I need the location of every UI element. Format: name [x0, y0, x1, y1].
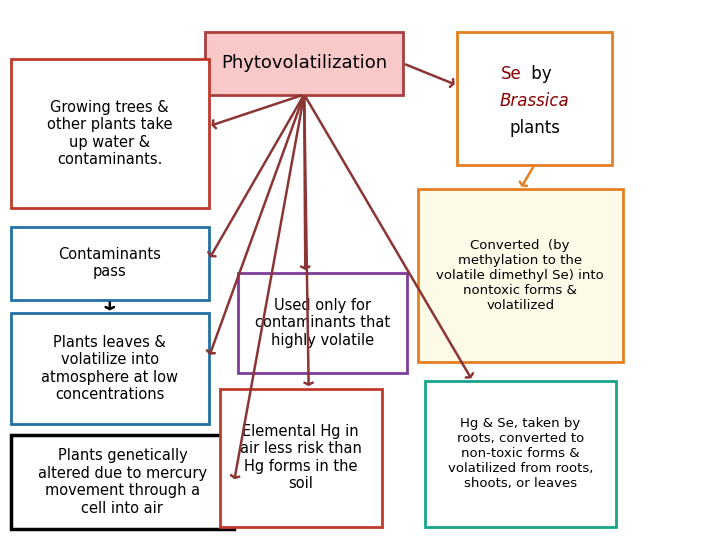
- Text: Plants leaves &
volatilize into
atmosphere at low
concentrations: Plants leaves & volatilize into atmosphe…: [41, 335, 179, 402]
- Text: by: by: [526, 65, 552, 83]
- FancyBboxPatch shape: [457, 32, 612, 165]
- FancyBboxPatch shape: [11, 227, 209, 300]
- FancyBboxPatch shape: [205, 32, 403, 94]
- Text: Phytovolatilization: Phytovolatilization: [221, 55, 387, 72]
- FancyBboxPatch shape: [425, 381, 616, 526]
- FancyBboxPatch shape: [11, 59, 209, 208]
- FancyBboxPatch shape: [220, 389, 382, 526]
- Text: Contaminants
pass: Contaminants pass: [58, 247, 161, 280]
- FancyBboxPatch shape: [238, 273, 407, 373]
- Text: Plants genetically
altered due to mercury
movement through a
cell into air: Plants genetically altered due to mercur…: [38, 448, 207, 516]
- FancyBboxPatch shape: [418, 189, 623, 362]
- Text: Used only for
contaminants that
highly volatile: Used only for contaminants that highly v…: [255, 298, 390, 348]
- FancyBboxPatch shape: [11, 435, 234, 529]
- Text: Brassica: Brassica: [500, 92, 570, 110]
- Text: Growing trees &
other plants take
up water &
contaminants.: Growing trees & other plants take up wat…: [47, 100, 173, 167]
- FancyBboxPatch shape: [11, 313, 209, 424]
- Text: Converted  (by
methylation to the
volatile dimethyl Se) into
nontoxic forms &
vo: Converted (by methylation to the volatil…: [436, 239, 604, 312]
- Text: Se: Se: [501, 65, 521, 83]
- Text: Hg & Se, taken by
roots, converted to
non-toxic forms &
volatilized from roots,
: Hg & Se, taken by roots, converted to no…: [448, 417, 593, 490]
- Text: plants: plants: [509, 119, 560, 137]
- Text: Elemental Hg in
air less risk than
Hg forms in the
soil: Elemental Hg in air less risk than Hg fo…: [240, 424, 361, 491]
